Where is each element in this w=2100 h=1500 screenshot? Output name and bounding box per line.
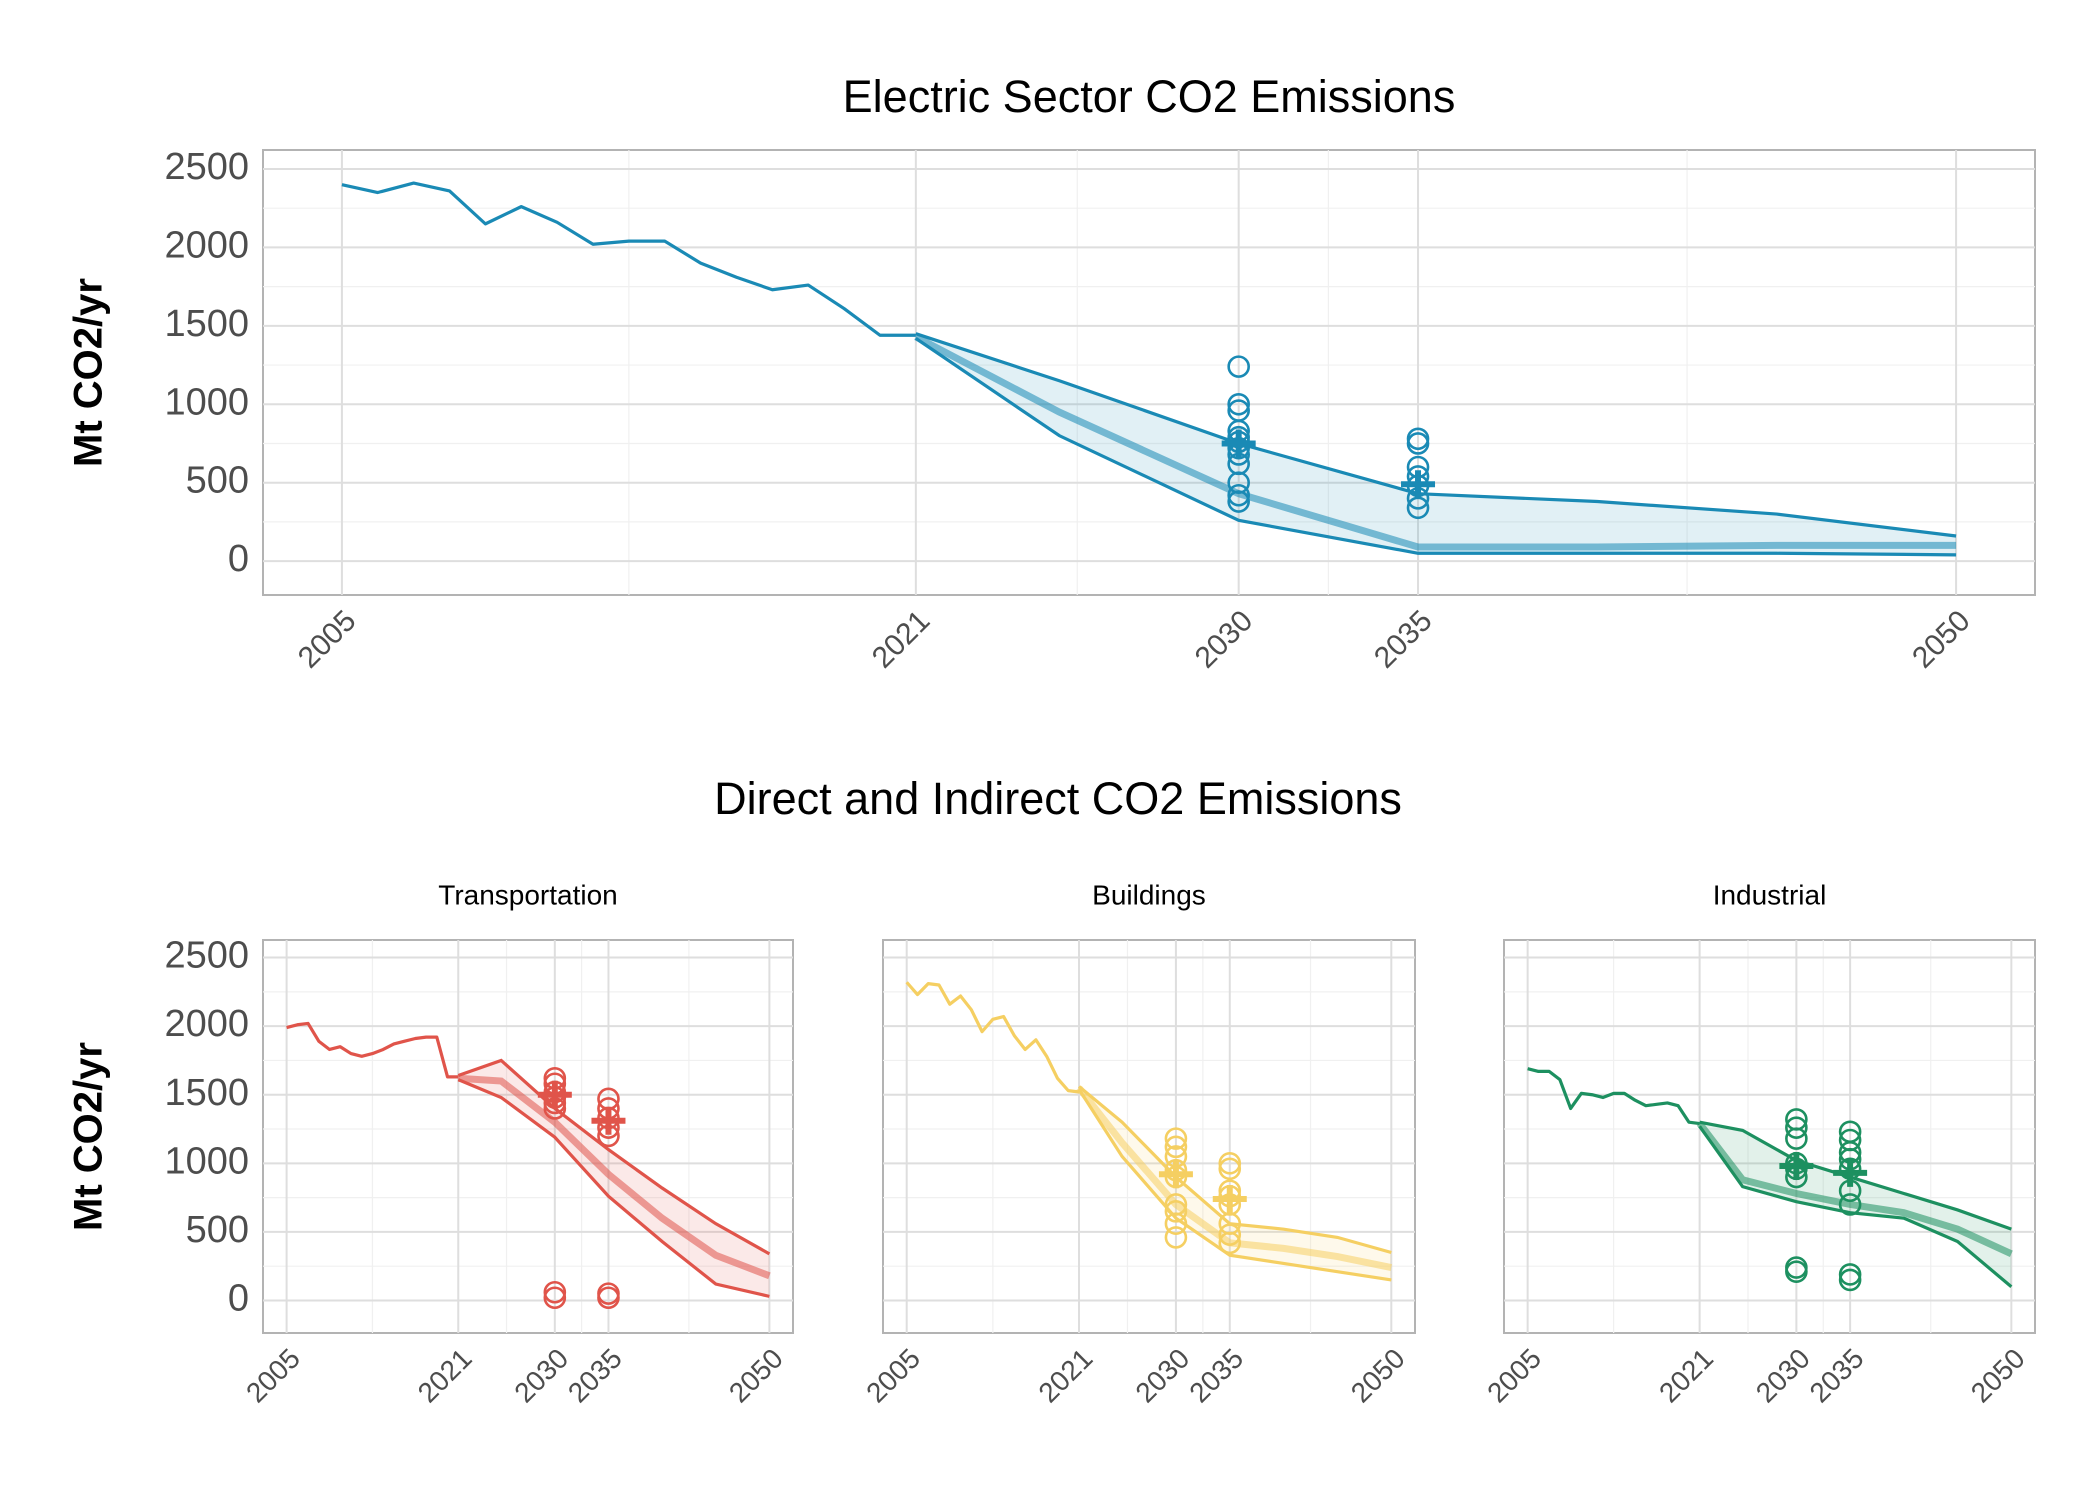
y-tick-label: 1000	[164, 1140, 249, 1182]
history-line	[341, 181, 916, 337]
x-tick-label: 2050	[1906, 604, 1977, 675]
x-tick-label: 2050	[723, 1343, 789, 1409]
y-tick-label: 0	[228, 538, 249, 580]
band-median	[1076, 1085, 1393, 1271]
panel-title: Electric Sector CO2 Emissions	[843, 71, 1456, 122]
scenario-point	[1838, 1263, 1862, 1286]
x-tick-label: 2005	[1481, 1343, 1547, 1409]
x-tick-label: 2050	[1965, 1343, 2031, 1409]
mean-marker	[1401, 470, 1436, 499]
scenario-point	[543, 1286, 567, 1310]
x-tick-label: 2021	[1032, 1343, 1098, 1409]
y-tick-label: 2000	[164, 1003, 249, 1045]
band-lower	[457, 1078, 770, 1298]
scenario-point	[1218, 1157, 1242, 1181]
band-lower	[914, 337, 1957, 557]
band-median	[914, 333, 1957, 551]
scenario-point	[1218, 1231, 1242, 1255]
y-tick-label: 2000	[164, 224, 249, 266]
history-line	[286, 1021, 459, 1079]
scenario-point	[1164, 1127, 1188, 1150]
panel-title: Transportation	[438, 879, 618, 910]
scenario-point	[1164, 1212, 1188, 1235]
scenario-point	[1785, 1260, 1808, 1283]
scenario-point	[1227, 490, 1250, 513]
scenario-point	[1164, 1135, 1188, 1159]
scenario-point	[597, 1286, 620, 1310]
scenario-point	[1164, 1226, 1188, 1249]
x-tick-label: 2005	[292, 604, 363, 675]
scenario-point	[1227, 355, 1250, 378]
scenario-point	[1838, 1268, 1862, 1292]
x-tick-label: 2005	[860, 1343, 926, 1409]
x-tick-label: 2030	[1750, 1343, 1816, 1409]
y-tick-label: 2500	[164, 935, 249, 977]
scenario-point	[1218, 1152, 1242, 1175]
history-line	[905, 981, 1080, 1094]
plot-frame	[882, 939, 1416, 1334]
mean-marker	[1779, 1152, 1814, 1181]
scenario-point	[1164, 1200, 1188, 1223]
x-tick-label: 2005	[240, 1343, 306, 1409]
x-tick-label: 2030	[508, 1343, 574, 1409]
y-tick-label: 1500	[164, 1072, 249, 1114]
mean-marker	[1221, 429, 1256, 458]
scenario-point	[1218, 1223, 1242, 1246]
y-axis-label: Mt CO2/yr	[67, 278, 111, 467]
band-median	[458, 1074, 771, 1280]
plot-frame	[262, 149, 2036, 596]
scenario-point	[1785, 1127, 1808, 1150]
y-tick-label: 2500	[164, 146, 249, 188]
x-tick-label: 2035	[562, 1343, 628, 1409]
scenario-point	[1227, 483, 1250, 507]
x-tick-label: 2021	[866, 604, 937, 675]
history-line	[1527, 1067, 1700, 1126]
band-upper	[457, 1058, 771, 1256]
scenario-point	[1838, 1193, 1862, 1216]
panel-title: Industrial	[1713, 879, 1827, 910]
band-lower	[1077, 1088, 1392, 1282]
x-tick-label: 2035	[1183, 1343, 1249, 1409]
y-tick-label: 0	[228, 1278, 249, 1320]
x-tick-label: 2030	[1189, 604, 1260, 675]
band-lower	[1698, 1125, 2013, 1288]
scenario-point	[1227, 392, 1250, 416]
panel: 0 500 1000 1500 2000 2500 2005 2021 2030 2035 2050…	[67, 71, 2036, 675]
mean-marker	[1212, 1184, 1247, 1213]
mean-marker	[1833, 1158, 1868, 1187]
mean-marker	[537, 1080, 572, 1109]
y-tick-label: 500	[186, 1209, 249, 1251]
panel-title: Buildings	[1092, 879, 1206, 910]
plot-frame	[262, 939, 794, 1334]
scenario-point	[543, 1280, 567, 1304]
y-axis-label: Mt CO2/yr	[67, 1042, 111, 1231]
plot-frame	[1503, 939, 2036, 1334]
scenario-point	[1406, 432, 1430, 455]
y-tick-label: 1500	[164, 303, 249, 345]
x-tick-label: 2030	[1129, 1343, 1195, 1409]
mean-marker	[591, 1106, 626, 1135]
y-tick-label: 1000	[164, 381, 249, 423]
x-tick-label: 2050	[1345, 1343, 1411, 1409]
x-tick-label: 2035	[1368, 604, 1439, 675]
x-tick-label: 2021	[1653, 1343, 1719, 1409]
mean-marker	[1158, 1160, 1193, 1189]
x-tick-label: 2035	[1804, 1343, 1870, 1409]
figure-title: Direct and Indirect CO2 Emissions	[714, 773, 1402, 824]
x-tick-label: 2021	[412, 1343, 478, 1409]
scenario-point	[1785, 1116, 1808, 1139]
y-tick-label: 500	[186, 460, 249, 502]
band-median	[1696, 1121, 2013, 1258]
